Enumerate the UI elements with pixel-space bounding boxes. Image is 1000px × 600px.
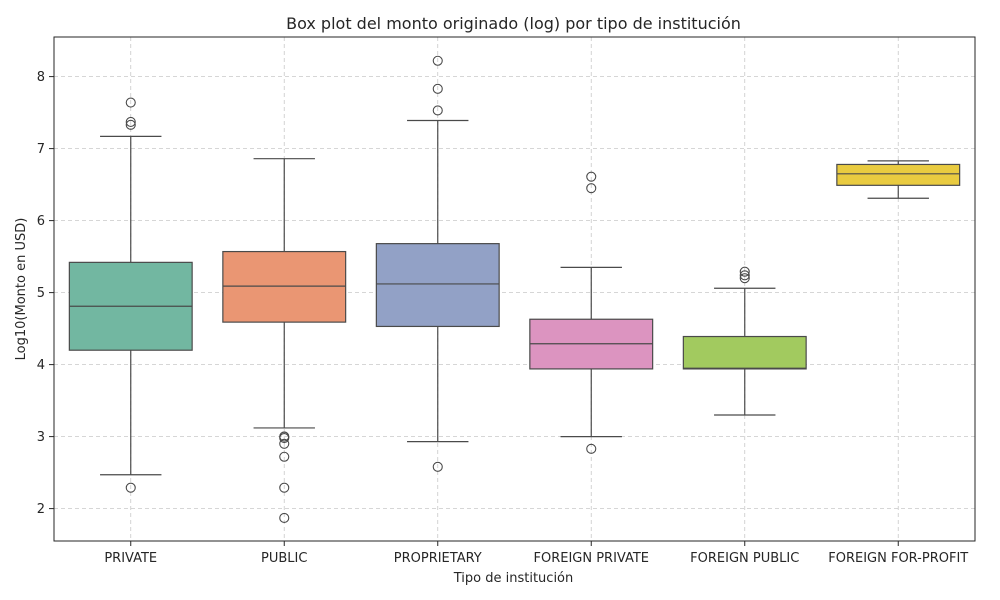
x-tick-label: PUBLIC [261,551,307,566]
outlier-point [125,482,136,493]
x-axis-title: Tipo de institución [453,571,574,586]
axes: 2 3 4 5 6 7 8 PRIVATE PUBLIC PROPRIETARY FOREIGN P… [37,36,976,566]
outlier-point [125,119,136,130]
box-iqr [222,250,347,323]
outlier-point [432,461,443,472]
box-group [222,158,347,524]
outlier-point [279,451,290,462]
x-tick-label: PROPRIETARY [394,551,482,566]
outlier-point [125,97,136,108]
outlier-point [432,55,443,66]
chart-title: Box plot del monto originado (log) por t… [286,14,741,33]
y-tick-label: 5 [37,286,45,301]
outlier-point [586,171,597,182]
y-tick-label: 6 [37,214,45,229]
y-tick-label: 8 [37,70,45,85]
plot-frame [53,36,976,542]
y-tick-label: 7 [37,142,45,157]
box-group [375,55,500,472]
outlier-point [125,116,136,128]
outlier-point [432,83,443,94]
y-tick-label: 4 [37,358,45,373]
outlier-point [279,438,290,449]
x-tick-label: FOREIGN FOR-PROFIT [828,551,968,566]
box-group [529,171,654,454]
outlier-point [279,482,290,493]
outlier-point [586,183,597,194]
outlier-point [279,431,290,442]
x-tick-label: FOREIGN PUBLIC [690,551,799,566]
outlier-point [432,105,443,116]
box-iqr [682,335,807,370]
box-series [68,55,961,524]
outlier-point [739,266,750,277]
x-tick-label: PRIVATE [104,551,157,566]
outlier-point [739,273,750,284]
y-tick-label: 2 [37,502,45,517]
box-group [68,97,193,493]
y-tick-label: 3 [37,430,45,445]
box-iqr [375,243,500,328]
y-axis-title: Log10(Monto en USD) [14,218,29,361]
outlier-point [586,443,597,454]
outlier-point [279,512,290,524]
outlier-point [739,270,750,281]
box-group [836,160,961,199]
x-tick-label: FOREIGN PRIVATE [533,551,649,566]
box-iqr [836,163,961,186]
box-group [682,266,807,416]
